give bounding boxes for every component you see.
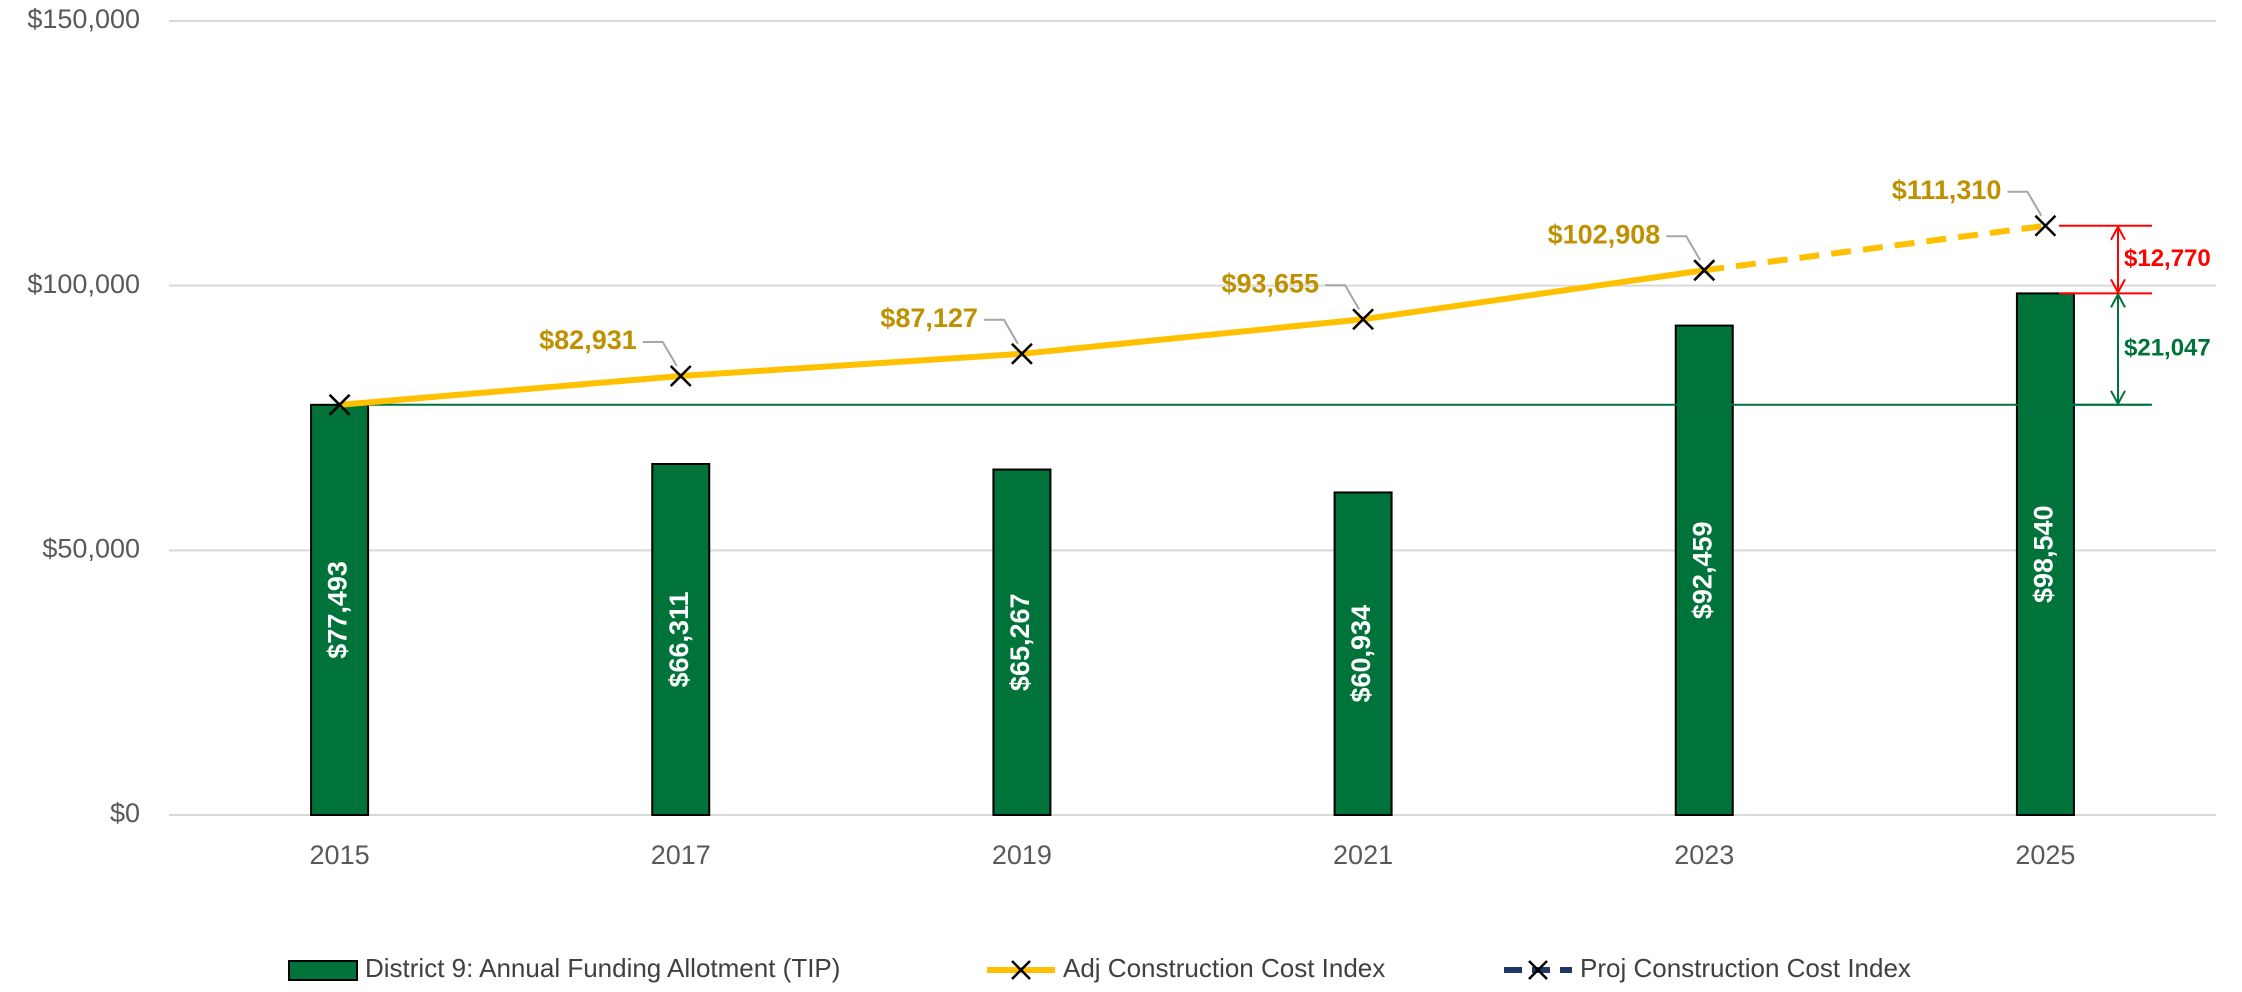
bar — [1333, 491, 1393, 816]
legend-label: Proj Construction Cost Index — [1580, 953, 1911, 983]
line-marker — [1011, 342, 1033, 365]
line-marker — [1352, 308, 1374, 331]
line-marker — [2034, 214, 2057, 237]
leader-line — [1325, 284, 1360, 310]
leader-line — [642, 341, 678, 367]
x-tick-label: 2015 — [310, 840, 370, 870]
bar — [651, 462, 711, 816]
line-marker — [669, 365, 692, 387]
bar-value-label: $92,459 — [1687, 521, 1717, 619]
bar-value-label: $65,267 — [1005, 593, 1035, 691]
line-marker — [328, 393, 351, 416]
arrow-head — [2110, 390, 2126, 406]
y-tick-label: $0 — [110, 798, 140, 828]
legend-marker — [1011, 960, 1031, 980]
legend-label: District 9: Annual Funding Allotment (TI… — [365, 953, 840, 983]
legend-label: Adj Construction Cost Index — [1063, 953, 1385, 983]
arrow-head — [2110, 224, 2126, 241]
legend-marker — [1528, 960, 1548, 980]
bar-value-label: $98,540 — [2029, 505, 2059, 603]
arrow-head — [2110, 292, 2126, 308]
leader-line — [1666, 235, 1702, 261]
bar-value-label: $66,311 — [664, 591, 694, 687]
bar — [310, 403, 370, 816]
line-marker — [1693, 259, 1716, 282]
y-tick-label: $100,000 — [27, 269, 140, 299]
line-value-label: $102,908 — [1548, 219, 1661, 249]
bar-value-label: $60,934 — [1346, 605, 1376, 703]
line-value-label: $87,127 — [880, 303, 978, 333]
line-series — [1703, 222, 2046, 274]
annotation-label: $21,047 — [2124, 334, 2211, 361]
y-tick-label: $50,000 — [42, 533, 140, 563]
leader-line — [2007, 190, 2043, 217]
x-tick-label: 2019 — [992, 840, 1052, 870]
leader-line — [983, 318, 1019, 345]
x-tick-label: 2023 — [1674, 840, 1734, 870]
x-tick-label: 2025 — [2015, 840, 2075, 870]
y-tick-label: $150,000 — [27, 4, 140, 34]
bar-value-label: $77,493 — [323, 561, 353, 659]
line-value-label: $82,931 — [539, 325, 637, 355]
legend-swatch — [288, 960, 358, 981]
x-tick-label: 2017 — [651, 840, 711, 870]
line-value-label: $111,310 — [1892, 175, 2002, 205]
bar — [2015, 292, 2075, 816]
bar — [1674, 324, 1734, 816]
x-tick-label: 2021 — [1333, 840, 1393, 870]
line-value-label: $93,655 — [1221, 268, 1319, 298]
annotation-label: $12,770 — [2124, 245, 2211, 272]
bar — [992, 468, 1052, 816]
